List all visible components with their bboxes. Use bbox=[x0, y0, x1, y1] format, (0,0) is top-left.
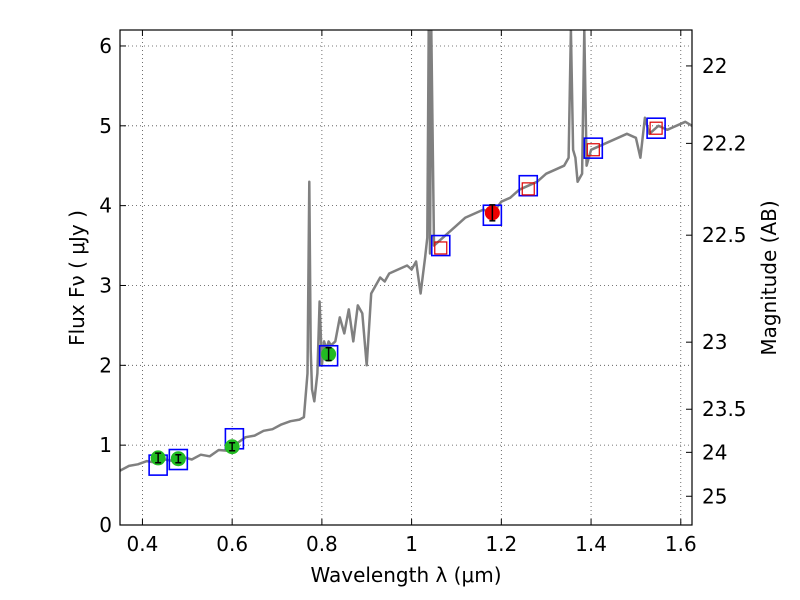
right-tick-label: 23 bbox=[702, 330, 727, 354]
y-tick-label: 0 bbox=[99, 513, 112, 537]
x-tick-label: 1.2 bbox=[485, 532, 517, 556]
model-band-box bbox=[168, 448, 189, 471]
plot-area bbox=[120, 30, 692, 476]
right-tick-label: 22 bbox=[702, 54, 727, 78]
x-tick-label: 0.4 bbox=[127, 532, 159, 556]
model-band-box bbox=[646, 117, 666, 140]
y-tick-label: 4 bbox=[99, 194, 112, 218]
upper-limit-square bbox=[649, 121, 663, 135]
model-band-box bbox=[518, 174, 539, 197]
right-tick-label: 24 bbox=[702, 440, 727, 464]
grid bbox=[120, 30, 692, 525]
y-axis-right-title: Magnitude (AB) bbox=[757, 200, 781, 355]
y-axis-title: Flux Fν ( μJy ) bbox=[65, 210, 89, 346]
right-tick-label: 23.5 bbox=[702, 397, 747, 421]
y-tick-label: 3 bbox=[99, 273, 112, 297]
x-tick-label: 0.8 bbox=[306, 532, 338, 556]
y-tick-label: 2 bbox=[99, 353, 112, 377]
axes: 0.4 0.6 0.8 1 1.2 1.4 1.601234562222.222.52323… bbox=[99, 30, 747, 556]
right-tick-label: 22.5 bbox=[702, 223, 747, 247]
model-band-box bbox=[583, 137, 604, 159]
y-tick-label: 1 bbox=[99, 433, 112, 457]
upper-limit-square bbox=[521, 182, 535, 196]
model-band-box bbox=[318, 344, 339, 367]
x-tick-label: 1 bbox=[405, 532, 418, 556]
x-tick-label: 0.6 bbox=[216, 532, 248, 556]
right-tick-label: 25 bbox=[702, 484, 727, 508]
x-tick-label: 1.4 bbox=[575, 532, 607, 556]
plot-frame bbox=[119, 29, 693, 526]
upper-limit-square bbox=[586, 143, 600, 157]
upper-limit-square bbox=[434, 241, 448, 255]
model-band-box bbox=[430, 234, 451, 257]
x-axis-title: Wavelength λ (μm) bbox=[310, 563, 501, 587]
sed-model-line bbox=[120, 30, 692, 472]
y-tick-label: 6 bbox=[99, 34, 112, 58]
y-tick-label: 5 bbox=[99, 114, 112, 138]
x-tick-label: 1.6 bbox=[665, 532, 697, 556]
right-tick-label: 22.2 bbox=[702, 131, 747, 155]
